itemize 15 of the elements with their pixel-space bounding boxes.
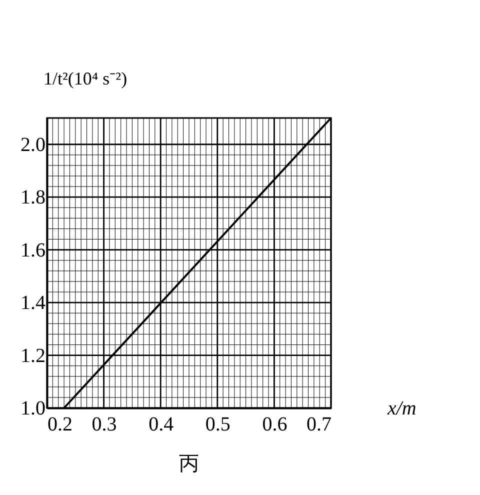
y-tick-label: 1.4 <box>20 292 46 314</box>
text: 丙 <box>179 451 199 475</box>
y-tick-label: 2.0 <box>20 134 46 156</box>
y-tick-label: 1.6 <box>20 239 46 262</box>
x-tick-label: 0.5 <box>205 414 230 436</box>
x-axis-title: x/m <box>386 398 416 420</box>
y-tick-label: 1.0 <box>20 398 46 420</box>
y-tick-label: 1.2 <box>20 344 46 367</box>
x-tick-label: 0.6 <box>262 414 288 436</box>
y-tick-label: 1.8 <box>20 186 46 209</box>
y-axis-title: 1/t²(10⁴ s⁻²) <box>44 68 128 88</box>
x-tick-label: 0.2 <box>48 414 72 436</box>
x-tick-label: 0.4 <box>148 414 174 436</box>
x-tick-label: 0.3 <box>92 414 117 436</box>
x-tick-label: 0.7 <box>306 414 332 436</box>
